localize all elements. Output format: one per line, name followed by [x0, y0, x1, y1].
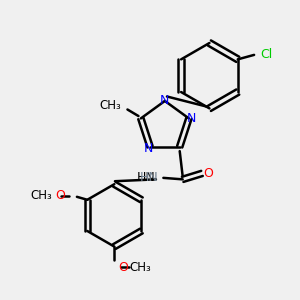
- Text: Cl: Cl: [260, 48, 272, 62]
- Text: N: N: [144, 142, 153, 154]
- Text: CH₃: CH₃: [30, 189, 52, 202]
- Text: O: O: [55, 189, 65, 202]
- Text: N: N: [187, 112, 196, 125]
- Text: HN: HN: [137, 171, 156, 184]
- Text: CH₃: CH₃: [100, 98, 122, 112]
- Text: O: O: [204, 167, 214, 180]
- Text: CH₃: CH₃: [129, 261, 151, 274]
- Text: O: O: [118, 261, 128, 274]
- Text: HN: HN: [140, 171, 159, 184]
- Text: N: N: [160, 94, 170, 107]
